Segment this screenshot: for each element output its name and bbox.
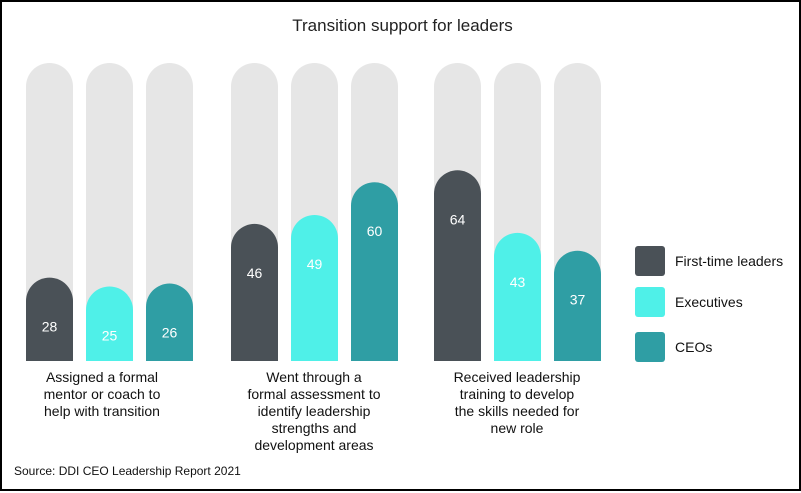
category-label-line: training to develop <box>459 386 575 402</box>
category-label-line: Assigned a formal <box>45 369 159 385</box>
bar-first-time-leaders <box>231 223 278 361</box>
chart-title: Transition support for leaders <box>292 16 513 35</box>
category-label-line: formal assessment to <box>247 386 381 402</box>
legend-item-ceos: CEOs <box>635 332 712 362</box>
bar-track <box>86 63 133 361</box>
category-label-line: the skills needed for <box>454 403 580 419</box>
bar-executives <box>494 232 541 361</box>
legend-swatch <box>635 246 665 276</box>
category-label-mentor: Assigned a formal mentor or coach to hel… <box>2 369 202 420</box>
bar-ceos <box>351 182 398 361</box>
legend-swatch <box>635 287 665 317</box>
category-label-line: development areas <box>254 437 374 453</box>
bar-first-time-leaders <box>434 170 481 361</box>
category-label-line: Received leadership <box>453 369 581 385</box>
bar-value-label: 60 <box>367 223 383 239</box>
bar-executives <box>86 286 133 361</box>
bar-value-label: 49 <box>307 256 323 272</box>
bar-first-time-leaders <box>26 277 73 361</box>
category-label-line: help with transition <box>44 403 160 419</box>
legend-item-executives: Executives <box>635 287 743 317</box>
bar-value-label: 28 <box>42 319 58 335</box>
bar-track <box>146 63 193 361</box>
bar-value-label: 26 <box>162 325 178 341</box>
bar-value-label: 25 <box>102 328 118 344</box>
bar-value-label: 37 <box>570 292 586 308</box>
category-label-line: mentor or coach to <box>43 386 161 402</box>
category-label-line: new role <box>490 420 544 436</box>
legend-label: Executives <box>675 294 743 310</box>
bar-value-label: 64 <box>450 211 466 227</box>
legend-swatch <box>635 332 665 362</box>
category-label-line: Went through a <box>266 369 362 385</box>
category-label-line: strengths and <box>271 420 357 436</box>
legend-label: First-time leaders <box>675 253 784 269</box>
bar-value-label: 43 <box>510 274 526 290</box>
bar-ceos <box>146 283 193 361</box>
bar-ceos <box>554 250 601 361</box>
category-label-assessment: Went through a formal assessment to iden… <box>214 369 414 454</box>
category-label-training: Received leadership training to develop … <box>417 369 617 437</box>
legend-label: CEOs <box>675 339 713 355</box>
legend-item-first-time-leaders: First-time leaders <box>635 246 783 276</box>
source-note: Source: DDI CEO Leadership Report 2021 <box>14 464 241 478</box>
category-label-line: identify leadership <box>257 403 371 419</box>
bar-executives <box>291 214 338 361</box>
bar-value-label: 46 <box>247 265 263 281</box>
